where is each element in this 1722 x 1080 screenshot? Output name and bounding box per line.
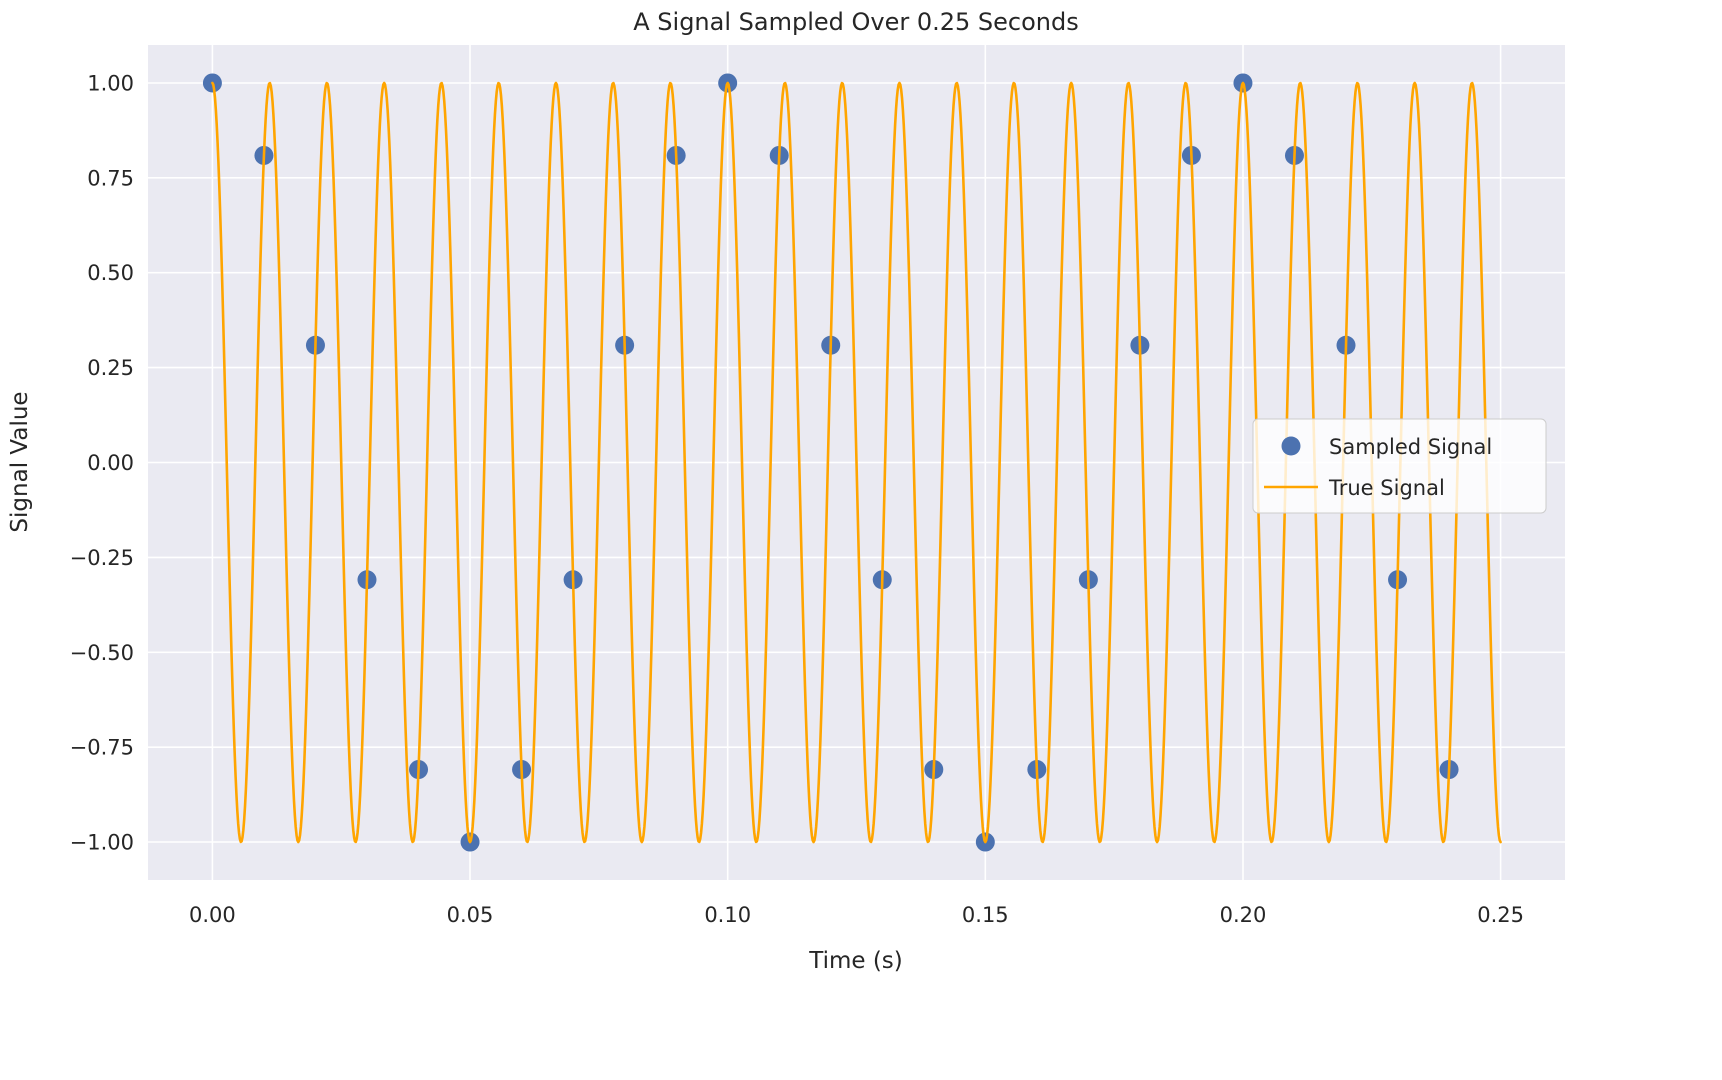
- x-tick-label: 0.05: [447, 903, 494, 927]
- x-tick-labels: 0.00 0.05 0.10 0.15 0.20 0.25: [189, 903, 1524, 927]
- chart-title: A Signal Sampled Over 0.25 Seconds: [633, 8, 1079, 36]
- x-axis-label: Time (s): [808, 948, 903, 974]
- y-tick-label: −0.25: [70, 546, 134, 570]
- legend-box: [1252, 418, 1547, 514]
- x-tick-label: 0.25: [1477, 903, 1524, 927]
- y-tick-label: −1.00: [70, 831, 134, 855]
- x-tick-label: 0.20: [1220, 903, 1267, 927]
- legend-label-sampled-signal: Sampled Signal: [1329, 435, 1492, 459]
- y-tick-label: 0.25: [87, 356, 134, 380]
- x-tick-label: 0.15: [962, 903, 1009, 927]
- y-tick-label: −0.75: [70, 736, 134, 760]
- legend-label-true-signal: True Signal: [1328, 476, 1445, 500]
- y-tick-label: 0.75: [87, 166, 134, 190]
- x-tick-label: 0.10: [704, 903, 751, 927]
- y-tick-label: −0.50: [70, 641, 134, 665]
- legend-marker-sampled-signal: [1281, 436, 1301, 456]
- y-axis-label: Signal Value: [7, 391, 33, 532]
- legend: Sampled Signal True Signal: [1252, 418, 1547, 514]
- y-tick-label: 0.50: [87, 261, 134, 285]
- y-tick-label: 0.00: [87, 451, 134, 475]
- y-tick-labels: 1.00 0.75 0.50 0.25 0.00 −0.25 −0.50 −0.75 −1.00: [70, 72, 134, 855]
- x-tick-label: 0.00: [189, 903, 236, 927]
- y-tick-label: 1.00: [87, 72, 134, 96]
